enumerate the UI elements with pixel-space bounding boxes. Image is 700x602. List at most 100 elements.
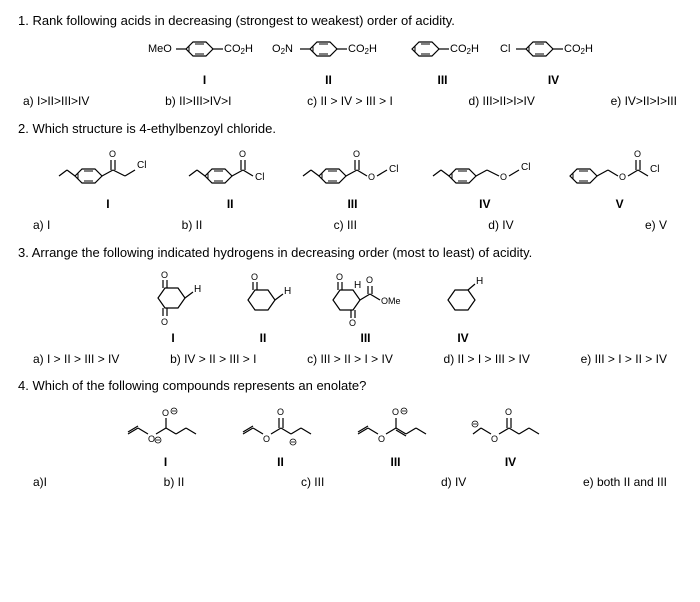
q2-struct-4: O Cl IV: [427, 144, 542, 213]
q2-choices: a) I b) II c) III d) IV e) V: [18, 217, 682, 234]
q3-choice-d: d) II > I > III > IV: [444, 351, 530, 368]
o-atom-3: O: [353, 149, 360, 159]
o-top-q4-2: O: [277, 407, 284, 417]
o-ester-4: O: [500, 172, 507, 182]
o-minus-1b: O: [162, 408, 169, 418]
co2h-label: CO2H: [224, 43, 253, 56]
q2-choice-d: d) IV: [488, 217, 513, 234]
co2h-label-2: CO2H: [348, 43, 377, 56]
o-atom-2: O: [239, 149, 246, 159]
q1-text: 1. Rank following acids in decreasing (s…: [18, 12, 682, 30]
o2n-label: O2N: [272, 43, 293, 56]
h-atom-4: H: [476, 276, 483, 287]
q2-choice-b: b) II: [182, 217, 203, 234]
q3-label-4: IV: [457, 330, 468, 347]
q1-struct-1: MeO CO2H I: [146, 36, 264, 89]
q3-choices: a) I > II > III > IV b) IV > II > III > …: [18, 351, 682, 368]
q1-struct-3: CO2H III: [394, 36, 492, 89]
o-top-2: O: [251, 272, 258, 282]
ome-3: OMe: [381, 296, 401, 306]
o-2: O: [263, 434, 270, 444]
q3-struct-3: O O H O OMe III: [318, 268, 413, 347]
q1-label-1: I: [203, 72, 206, 89]
q1-label-2: II: [325, 72, 332, 89]
o-atom-5: O: [634, 149, 641, 159]
q2-choice-a: a) I: [33, 217, 50, 234]
q4-struct-2: O O II: [233, 402, 328, 471]
question-1: 1. Rank following acids in decreasing (s…: [18, 12, 682, 110]
q4-label-1: I: [164, 454, 167, 471]
q3-label-3: III: [360, 330, 370, 347]
o-3: O: [378, 434, 385, 444]
q1-choice-e: e) IV>II>I>III: [611, 93, 677, 110]
q2-choice-c: c) III: [334, 217, 357, 234]
q4-choice-e: e) both II and III: [583, 474, 667, 491]
h-atom-3: H: [354, 280, 361, 291]
q2-label-3: III: [347, 196, 357, 213]
q2-struct-1: O Cl I: [53, 144, 163, 213]
q1-label-3: III: [437, 72, 447, 89]
q4-struct-1: O O I: [118, 402, 213, 471]
q2-struct-3: O O Cl III: [297, 144, 407, 213]
h-atom-1: H: [194, 284, 201, 295]
q2-struct-2: O Cl II: [183, 144, 278, 213]
q3-choice-c: c) III > II > I > IV: [307, 351, 393, 368]
co2h-label-4: CO2H: [564, 43, 593, 56]
q1-choice-b: b) II>III>IV>I: [165, 93, 231, 110]
q1-choice-c: c) II > IV > III > I: [307, 93, 393, 110]
o-minus-3: O: [392, 407, 399, 417]
q1-choice-d: d) III>II>I>IV: [469, 93, 535, 110]
o-ester-5: O: [619, 172, 626, 182]
q3-struct-2: O H II: [228, 268, 298, 347]
q4-struct-3: O O III: [348, 402, 443, 471]
q1-choice-a: a) I>II>III>IV: [23, 93, 89, 110]
co2h-label-3: CO2H: [450, 43, 479, 56]
q4-text: 4. Which of the following compounds repr…: [18, 377, 682, 395]
q2-text: 2. Which structure is 4-ethylbenzoyl chl…: [18, 120, 682, 138]
q4-label-3: III: [390, 454, 400, 471]
q3-struct-1: O O H I: [138, 268, 208, 347]
o-side-3: O: [366, 275, 373, 285]
q4-structures: O O I O: [118, 402, 682, 471]
q2-label-4: IV: [479, 196, 490, 213]
cl-atom-5: Cl: [650, 164, 659, 175]
q3-text: 3. Arrange the following indicated hydro…: [18, 244, 682, 262]
q4-choice-c: c) III: [301, 474, 324, 491]
cl-atom-4: Cl: [521, 162, 530, 173]
meo-label: MeO: [148, 43, 172, 55]
o-top-3: O: [336, 272, 343, 282]
q2-label-2: II: [227, 196, 234, 213]
o-top: O: [161, 270, 168, 280]
question-4: 4. Which of the following compounds repr…: [18, 377, 682, 491]
cl-atom-3: Cl: [389, 164, 398, 175]
q3-choice-a: a) I > II > III > IV: [33, 351, 119, 368]
q4-choices: a)I b) II c) III d) IV e) both II and II…: [18, 474, 682, 491]
o-minus-1: O: [148, 434, 155, 444]
q1-structures: MeO CO2H I O2N CO2H: [73, 36, 682, 89]
q4-choice-a: a)I: [33, 474, 47, 491]
o-ester: O: [368, 172, 375, 182]
q3-choice-b: b) IV > II > III > I: [170, 351, 256, 368]
q4-label-4: IV: [505, 454, 516, 471]
q2-struct-5: O O Cl V: [562, 144, 677, 213]
q1-struct-4: Cl CO2H IV: [498, 36, 610, 89]
cl-atom: Cl: [137, 160, 146, 171]
q2-choice-e: e) V: [645, 217, 667, 234]
q3-structures: O O H I O H II: [138, 268, 682, 347]
q2-structures: O Cl I O Cl II: [48, 144, 682, 213]
q2-label-1: I: [106, 196, 109, 213]
o-bot: O: [161, 317, 168, 327]
q1-choices: a) I>II>III>IV b) II>III>IV>I c) II > IV…: [18, 93, 682, 110]
cl-label: Cl: [500, 43, 510, 55]
o-bot-3: O: [349, 318, 356, 328]
q3-choice-e: e) III > I > II > IV: [581, 351, 667, 368]
question-3: 3. Arrange the following indicated hydro…: [18, 244, 682, 368]
q1-struct-2: O2N CO2H II: [270, 36, 388, 89]
q3-struct-4: H IV: [433, 268, 493, 347]
cl-atom-2: Cl: [255, 172, 264, 183]
question-2: 2. Which structure is 4-ethylbenzoyl chl…: [18, 120, 682, 234]
q4-choice-b: b) II: [164, 474, 185, 491]
q3-label-1: I: [171, 330, 174, 347]
q2-label-5: V: [616, 196, 624, 213]
o-4: O: [491, 434, 498, 444]
